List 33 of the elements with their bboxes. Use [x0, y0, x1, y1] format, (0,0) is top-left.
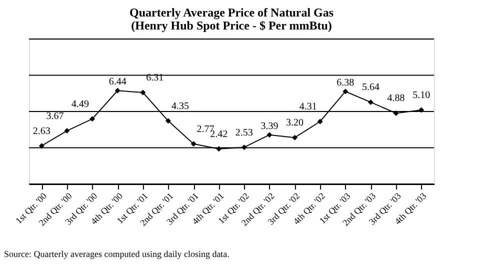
data-label: 2.53 — [235, 127, 253, 138]
point — [165, 118, 171, 124]
point — [140, 90, 146, 96]
data-label: 3.39 — [260, 120, 278, 132]
point — [216, 146, 222, 152]
point — [393, 110, 399, 116]
data-label: 6.38 — [336, 77, 354, 88]
point — [292, 134, 298, 140]
data-label: 4.88 — [387, 93, 405, 104]
point — [190, 141, 196, 147]
point — [64, 128, 70, 134]
point — [90, 116, 96, 122]
point — [266, 132, 272, 138]
point — [114, 88, 120, 94]
data-label: 5.10 — [412, 90, 430, 102]
data-label: 2.63 — [32, 126, 50, 137]
data-label: 4.35 — [171, 100, 189, 112]
point — [418, 107, 424, 113]
data-label: 3.20 — [286, 118, 304, 129]
point — [241, 144, 247, 150]
point — [317, 118, 323, 124]
point — [38, 143, 44, 149]
point — [368, 99, 374, 105]
data-label: 3.67 — [46, 110, 64, 122]
data-label: 6.31 — [146, 72, 164, 84]
source-note: Source: Quarterly averages computed using daily closing data. — [4, 249, 230, 259]
data-label: 5.64 — [362, 82, 380, 94]
data-label: 6.44 — [108, 76, 126, 88]
chart-subtitle: (Henry Hub Spot Price - $ Per mmBtu) — [131, 18, 332, 32]
chart-title: Quarterly Average Price of Natural Gas — [129, 6, 334, 20]
data-label: 4.31 — [299, 102, 317, 113]
point — [342, 88, 348, 94]
data-label: 4.49 — [72, 98, 90, 110]
